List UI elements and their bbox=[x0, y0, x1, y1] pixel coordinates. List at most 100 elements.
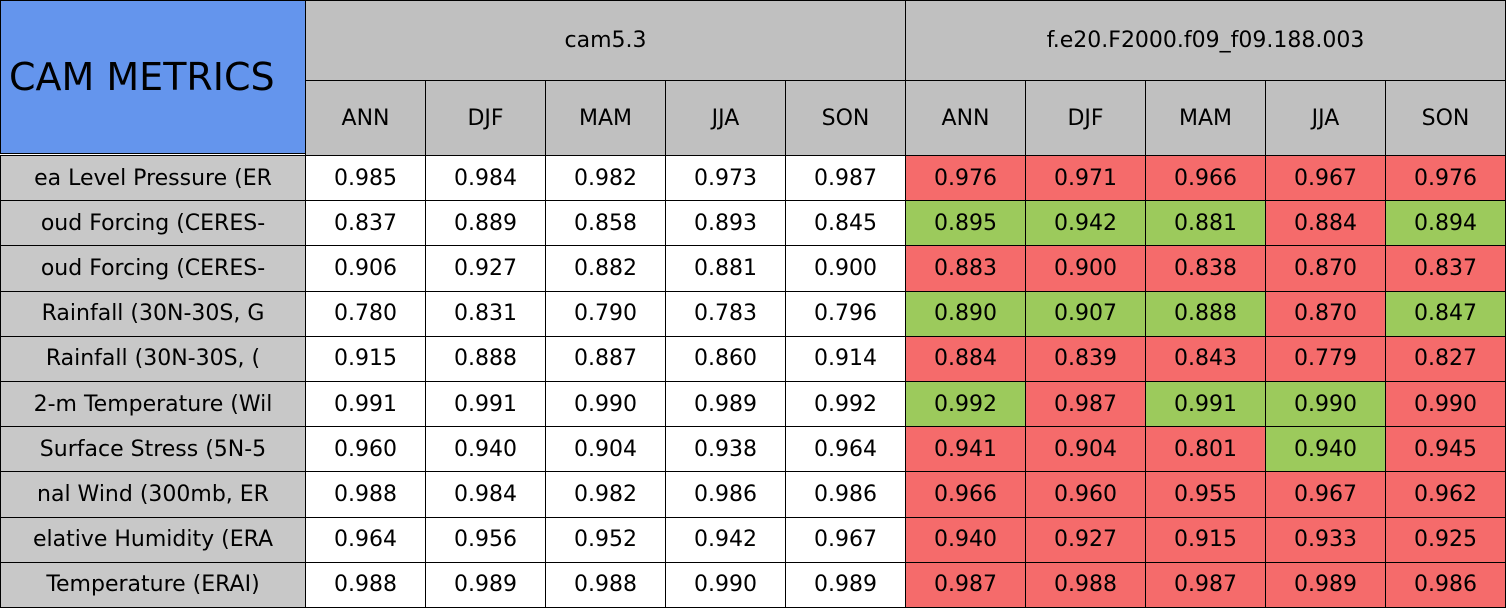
season-header: JJA bbox=[1265, 80, 1386, 156]
value-cell: 0.870 bbox=[1265, 290, 1386, 337]
value-cell: 0.987 bbox=[905, 561, 1026, 608]
value-cell: 0.966 bbox=[905, 471, 1026, 518]
season-header: SON bbox=[785, 80, 906, 156]
value-cell: 0.941 bbox=[905, 426, 1026, 473]
value-cell: 0.884 bbox=[1265, 200, 1386, 247]
value-cell: 0.956 bbox=[425, 516, 546, 563]
value-cell: 0.942 bbox=[1025, 200, 1146, 247]
value-cell: 0.870 bbox=[1265, 245, 1386, 292]
value-cell: 0.790 bbox=[545, 290, 666, 337]
row-label: Surface Stress (5N-5 bbox=[0, 426, 306, 473]
value-cell: 0.990 bbox=[1265, 381, 1386, 428]
season-header: DJF bbox=[1025, 80, 1146, 156]
group-header: cam5.3 bbox=[305, 0, 906, 81]
value-cell: 0.938 bbox=[665, 426, 786, 473]
value-cell: 0.779 bbox=[1265, 335, 1386, 382]
value-cell: 0.987 bbox=[785, 155, 906, 202]
value-cell: 0.893 bbox=[665, 200, 786, 247]
table-title: CAM METRICS bbox=[0, 0, 306, 154]
value-cell: 0.906 bbox=[305, 245, 426, 292]
value-cell: 0.991 bbox=[1145, 381, 1266, 428]
value-cell: 0.991 bbox=[305, 381, 426, 428]
value-cell: 0.887 bbox=[545, 335, 666, 382]
value-cell: 0.967 bbox=[1265, 471, 1386, 518]
value-cell: 0.989 bbox=[425, 561, 546, 608]
row-label: Rainfall (30N-30S, G bbox=[0, 290, 306, 337]
value-cell: 0.900 bbox=[785, 245, 906, 292]
value-cell: 0.927 bbox=[1025, 516, 1146, 563]
value-cell: 0.945 bbox=[1385, 426, 1506, 473]
row-label: 2-m Temperature (Wil bbox=[0, 381, 306, 428]
value-cell: 0.882 bbox=[545, 245, 666, 292]
value-cell: 0.783 bbox=[665, 290, 786, 337]
value-cell: 0.914 bbox=[785, 335, 906, 382]
value-cell: 0.881 bbox=[665, 245, 786, 292]
row-label: nal Wind (300mb, ER bbox=[0, 471, 306, 518]
value-cell: 0.984 bbox=[425, 155, 546, 202]
value-cell: 0.973 bbox=[665, 155, 786, 202]
season-header: ANN bbox=[305, 80, 426, 156]
value-cell: 0.964 bbox=[785, 426, 906, 473]
value-cell: 0.940 bbox=[905, 516, 1026, 563]
row-label: elative Humidity (ERA bbox=[0, 516, 306, 563]
value-cell: 0.907 bbox=[1025, 290, 1146, 337]
value-cell: 0.966 bbox=[1145, 155, 1266, 202]
value-cell: 0.988 bbox=[305, 471, 426, 518]
value-cell: 0.988 bbox=[1025, 561, 1146, 608]
value-cell: 0.883 bbox=[905, 245, 1026, 292]
value-cell: 0.780 bbox=[305, 290, 426, 337]
row-label: oud Forcing (CERES- bbox=[0, 200, 306, 247]
season-header: MAM bbox=[545, 80, 666, 156]
value-cell: 0.991 bbox=[425, 381, 546, 428]
value-cell: 0.888 bbox=[425, 335, 546, 382]
value-cell: 0.858 bbox=[545, 200, 666, 247]
value-cell: 0.838 bbox=[1145, 245, 1266, 292]
value-cell: 0.992 bbox=[905, 381, 1026, 428]
value-cell: 0.839 bbox=[1025, 335, 1146, 382]
value-cell: 0.964 bbox=[305, 516, 426, 563]
value-cell: 0.990 bbox=[665, 561, 786, 608]
value-cell: 0.881 bbox=[1145, 200, 1266, 247]
value-cell: 0.927 bbox=[425, 245, 546, 292]
value-cell: 0.992 bbox=[785, 381, 906, 428]
value-cell: 0.904 bbox=[545, 426, 666, 473]
value-cell: 0.884 bbox=[905, 335, 1026, 382]
value-cell: 0.925 bbox=[1385, 516, 1506, 563]
value-cell: 0.986 bbox=[1385, 561, 1506, 608]
value-cell: 0.989 bbox=[785, 561, 906, 608]
value-cell: 0.915 bbox=[305, 335, 426, 382]
value-cell: 0.900 bbox=[1025, 245, 1146, 292]
row-label: oud Forcing (CERES- bbox=[0, 245, 306, 292]
value-cell: 0.904 bbox=[1025, 426, 1146, 473]
value-cell: 0.971 bbox=[1025, 155, 1146, 202]
value-cell: 0.976 bbox=[905, 155, 1026, 202]
value-cell: 0.847 bbox=[1385, 290, 1506, 337]
value-cell: 0.990 bbox=[545, 381, 666, 428]
value-cell: 0.986 bbox=[785, 471, 906, 518]
season-header: JJA bbox=[665, 80, 786, 156]
value-cell: 0.888 bbox=[1145, 290, 1266, 337]
season-header: MAM bbox=[1145, 80, 1266, 156]
value-cell: 0.933 bbox=[1265, 516, 1386, 563]
value-cell: 0.796 bbox=[785, 290, 906, 337]
value-cell: 0.986 bbox=[665, 471, 786, 518]
value-cell: 0.982 bbox=[545, 471, 666, 518]
value-cell: 0.989 bbox=[665, 381, 786, 428]
value-cell: 0.952 bbox=[545, 516, 666, 563]
row-label: Rainfall (30N-30S, ( bbox=[0, 335, 306, 382]
season-header: DJF bbox=[425, 80, 546, 156]
value-cell: 0.962 bbox=[1385, 471, 1506, 518]
value-cell: 0.940 bbox=[1265, 426, 1386, 473]
value-cell: 0.843 bbox=[1145, 335, 1266, 382]
value-cell: 0.967 bbox=[1265, 155, 1386, 202]
season-header: SON bbox=[1385, 80, 1506, 156]
value-cell: 0.895 bbox=[905, 200, 1026, 247]
value-cell: 0.982 bbox=[545, 155, 666, 202]
value-cell: 0.860 bbox=[665, 335, 786, 382]
value-cell: 0.845 bbox=[785, 200, 906, 247]
value-cell: 0.889 bbox=[425, 200, 546, 247]
value-cell: 0.960 bbox=[305, 426, 426, 473]
value-cell: 0.967 bbox=[785, 516, 906, 563]
value-cell: 0.988 bbox=[305, 561, 426, 608]
